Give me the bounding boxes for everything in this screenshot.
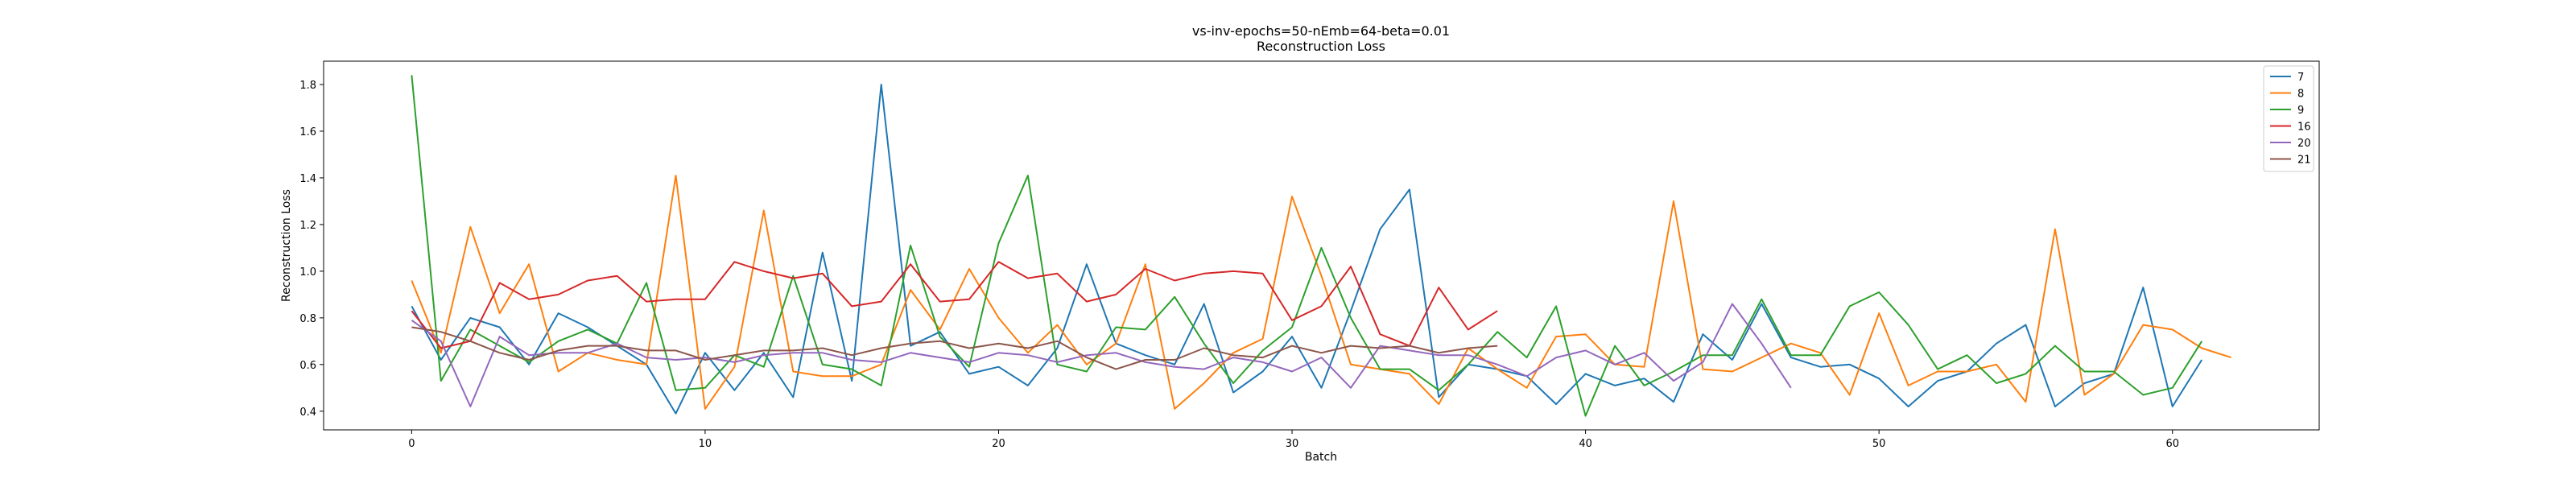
y-tick-label: 0.8 (299, 313, 316, 325)
y-tick-label: 1.4 (299, 173, 316, 185)
x-axis-label: Batch (1305, 451, 1337, 464)
chart-title: vs-inv-epochs=50-nEmb=64-beta=0.01 (1192, 23, 1450, 39)
y-tick-label: 1.2 (299, 220, 316, 232)
series-line-21 (411, 326, 1498, 370)
legend-label-7: 7 (2297, 72, 2304, 84)
x-tick-label: 40 (1579, 438, 1592, 450)
y-axis-label: Reconstruction Loss (280, 189, 293, 302)
plot-frame (323, 60, 2320, 431)
x-tick-label: 50 (1872, 438, 1886, 450)
y-tick-label: 1.0 (299, 266, 316, 279)
chart-subtitle: Reconstruction Loss (1257, 39, 1385, 54)
y-axis: 0.4 0.6 0.8 1.0 1.2 1.4 1.6 1.8 (299, 80, 324, 419)
x-axis: 0 10 20 30 40 50 60 (408, 430, 2179, 450)
y-tick-label: 1.6 (299, 126, 316, 138)
x-tick-label: 10 (699, 438, 712, 450)
series-line-20 (411, 303, 1792, 407)
x-tick-label: 60 (2165, 438, 2179, 450)
series-line-16 (411, 261, 1498, 349)
legend-label-16: 16 (2297, 122, 2311, 134)
x-tick-label: 30 (1286, 438, 1299, 450)
y-tick-label: 0.6 (299, 360, 316, 372)
series-line-9 (411, 75, 2203, 417)
legend-label-21: 21 (2297, 155, 2311, 167)
y-tick-label: 1.8 (299, 80, 316, 92)
x-tick-label: 0 (408, 438, 415, 450)
y-tick-label: 0.4 (299, 407, 316, 419)
legend-label-8: 8 (2297, 89, 2304, 101)
x-tick-label: 20 (992, 438, 1005, 450)
legend: 7 8 9 16 20 21 (2263, 65, 2314, 172)
series-line-8 (411, 175, 2231, 410)
legend-label-20: 20 (2297, 138, 2311, 150)
plot-lines (411, 75, 2231, 417)
legend-label-9: 9 (2297, 105, 2304, 117)
